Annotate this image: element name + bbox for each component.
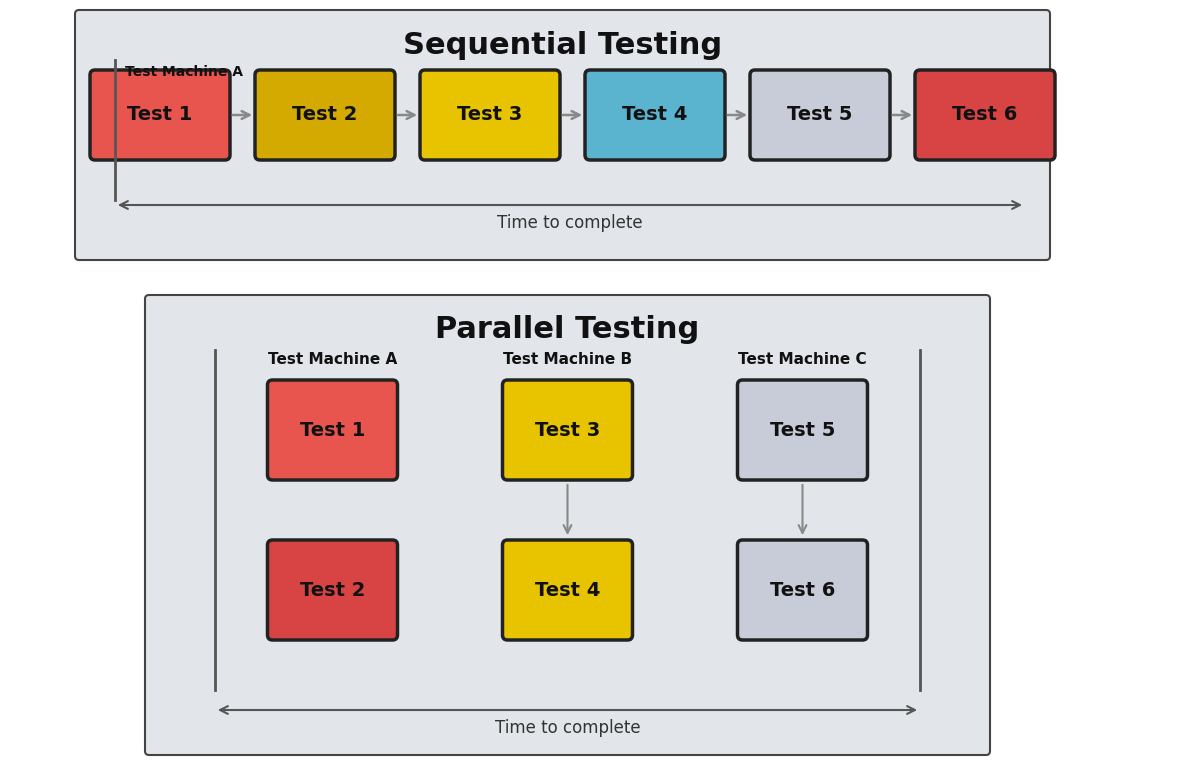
Text: Test Machine B: Test Machine B: [503, 353, 632, 367]
FancyBboxPatch shape: [256, 70, 395, 160]
Text: Test 6: Test 6: [770, 581, 835, 600]
FancyBboxPatch shape: [586, 70, 725, 160]
Text: Test Machine A: Test Machine A: [125, 65, 242, 79]
Text: Time to complete: Time to complete: [494, 719, 641, 737]
Text: Test Machine A: Test Machine A: [268, 353, 397, 367]
Text: Parallel Testing: Parallel Testing: [436, 316, 700, 344]
Text: Test Machine C: Test Machine C: [738, 353, 866, 367]
Text: Test 6: Test 6: [953, 105, 1018, 125]
Text: Test 1: Test 1: [300, 420, 365, 440]
FancyBboxPatch shape: [268, 380, 397, 480]
Text: Test 5: Test 5: [770, 420, 835, 440]
Text: Test 4: Test 4: [535, 581, 600, 600]
FancyBboxPatch shape: [750, 70, 890, 160]
FancyBboxPatch shape: [916, 70, 1055, 160]
FancyBboxPatch shape: [503, 380, 632, 480]
Text: Test 3: Test 3: [457, 105, 523, 125]
Text: Test 2: Test 2: [300, 581, 365, 600]
Text: Test 5: Test 5: [787, 105, 853, 125]
Text: Test 1: Test 1: [127, 105, 193, 125]
FancyBboxPatch shape: [74, 10, 1050, 260]
Text: Test 3: Test 3: [535, 420, 600, 440]
Text: Test 4: Test 4: [623, 105, 688, 125]
FancyBboxPatch shape: [420, 70, 560, 160]
FancyBboxPatch shape: [503, 540, 632, 640]
Text: Sequential Testing: Sequential Testing: [403, 31, 722, 59]
FancyBboxPatch shape: [268, 540, 397, 640]
FancyBboxPatch shape: [738, 540, 868, 640]
FancyBboxPatch shape: [145, 295, 990, 755]
FancyBboxPatch shape: [738, 380, 868, 480]
Text: Test 2: Test 2: [293, 105, 358, 125]
Text: Time to complete: Time to complete: [497, 214, 643, 232]
FancyBboxPatch shape: [90, 70, 230, 160]
